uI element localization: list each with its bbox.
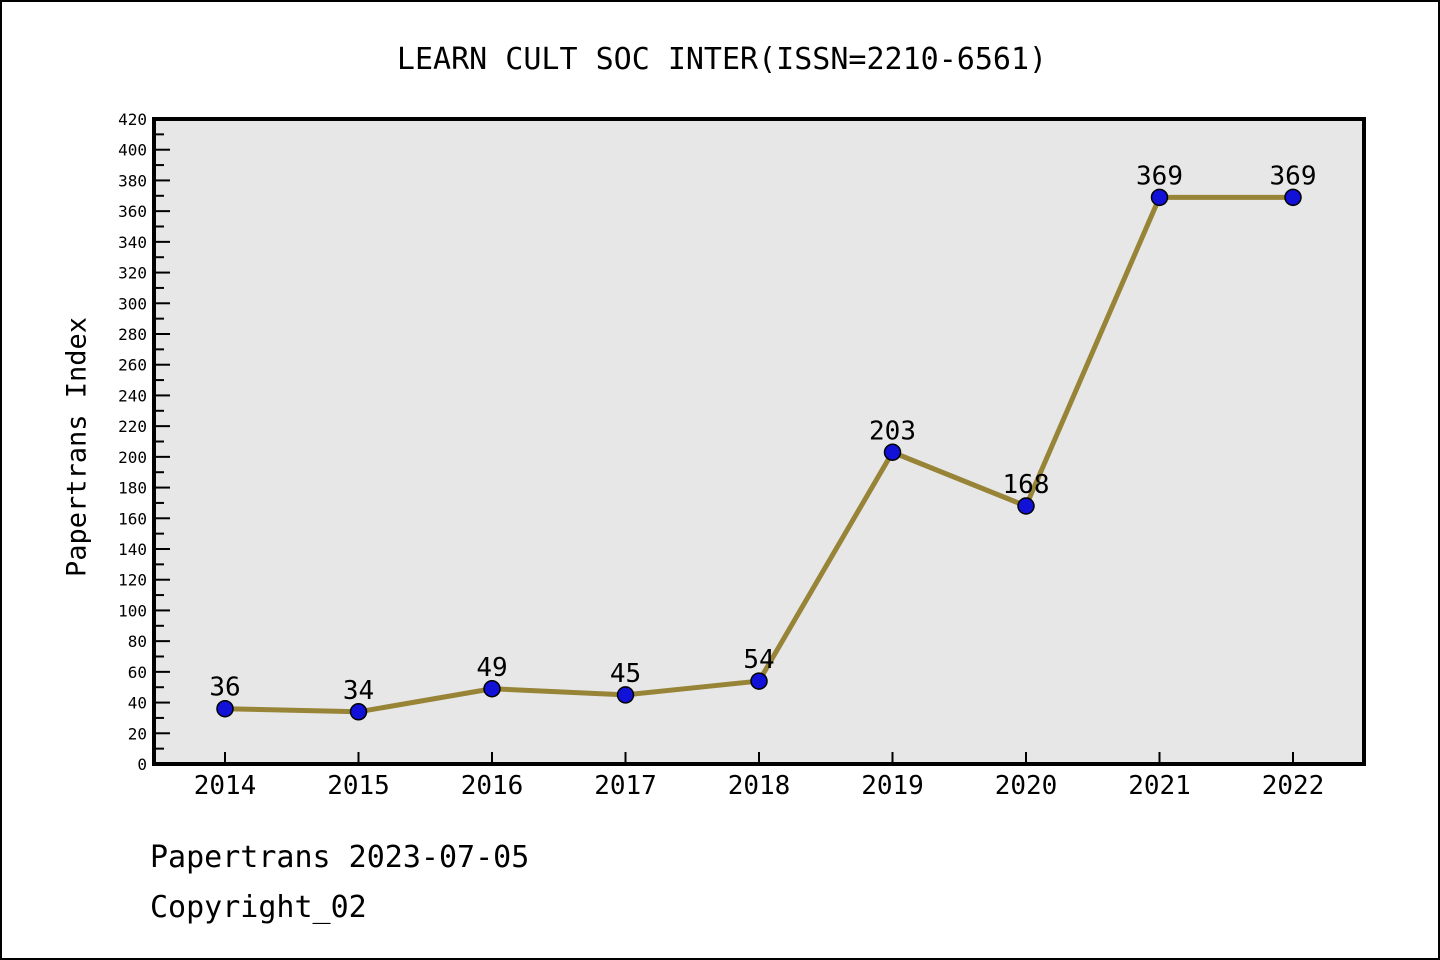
y-tick-label: 180 bbox=[118, 479, 147, 498]
x-tick-label: 2015 bbox=[327, 771, 390, 801]
y-tick-label: 360 bbox=[118, 202, 147, 221]
y-tick-label: 240 bbox=[118, 386, 147, 405]
data-point-label: 45 bbox=[610, 659, 641, 689]
data-point bbox=[1017, 497, 1035, 515]
x-tick-label: 2022 bbox=[1262, 771, 1325, 801]
x-tick-label: 2017 bbox=[594, 771, 657, 801]
data-point bbox=[483, 680, 501, 698]
data-point-label: 49 bbox=[476, 653, 507, 683]
data-point bbox=[1150, 188, 1169, 207]
y-tick-label: 340 bbox=[118, 233, 147, 252]
y-tick-label: 420 bbox=[118, 110, 147, 129]
data-point-label: 369 bbox=[1136, 161, 1183, 191]
y-tick-label: 60 bbox=[128, 663, 147, 682]
y-tick-label: 100 bbox=[118, 601, 147, 620]
y-tick-label: 140 bbox=[118, 540, 147, 559]
y-tick-label: 400 bbox=[118, 141, 147, 160]
data-point bbox=[883, 443, 902, 461]
x-tick-label: 2016 bbox=[461, 771, 524, 801]
y-tick-label: 260 bbox=[118, 356, 147, 375]
y-tick-label: 200 bbox=[118, 448, 147, 467]
data-point bbox=[349, 703, 368, 721]
y-tick-label: 380 bbox=[118, 171, 147, 190]
y-tick-label: 320 bbox=[118, 264, 147, 283]
x-tick-label: 2020 bbox=[995, 771, 1058, 801]
data-point-label: 168 bbox=[1003, 470, 1050, 500]
y-tick-label: 20 bbox=[128, 724, 147, 743]
x-tick-label: 2018 bbox=[728, 771, 791, 801]
data-point-label: 34 bbox=[343, 676, 374, 706]
x-tick-label: 2019 bbox=[861, 771, 924, 801]
footer-date: Papertrans 2023-07-05 bbox=[150, 840, 530, 875]
data-point-label: 369 bbox=[1270, 161, 1317, 191]
y-tick-label: 280 bbox=[118, 325, 147, 344]
x-tick-label: 2021 bbox=[1128, 771, 1191, 801]
y-tick-label: 160 bbox=[118, 509, 147, 528]
y-tick-label: 40 bbox=[128, 694, 147, 713]
y-tick-label: 0 bbox=[137, 755, 147, 774]
footer-copyright: Copyright_02 bbox=[150, 890, 367, 925]
y-tick-label: 300 bbox=[118, 294, 147, 313]
data-point-label: 36 bbox=[209, 673, 240, 703]
data-point bbox=[216, 699, 234, 718]
data-point bbox=[616, 686, 635, 704]
chart-title: LEARN CULT SOC INTER(ISSN=2210-6561) bbox=[396, 42, 1048, 77]
y-tick-label: 80 bbox=[128, 632, 147, 651]
x-tick-label: 2014 bbox=[194, 771, 257, 801]
plot-area bbox=[152, 117, 1366, 766]
data-point bbox=[750, 672, 768, 690]
data-point bbox=[1284, 188, 1302, 207]
y-tick-label: 120 bbox=[118, 571, 147, 590]
data-point-label: 203 bbox=[869, 416, 916, 446]
data-point-label: 54 bbox=[743, 645, 774, 675]
y-tick-label: 220 bbox=[118, 417, 147, 436]
